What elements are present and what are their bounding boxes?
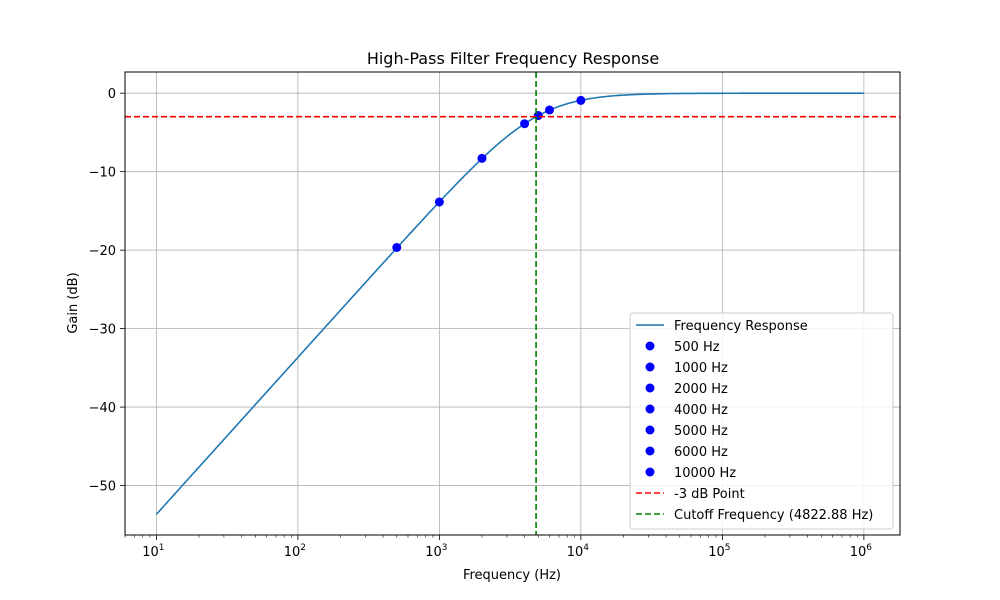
legend-label: 5000 Hz xyxy=(674,424,728,439)
legend-swatch xyxy=(645,425,655,435)
point-4000-hz xyxy=(520,119,530,129)
point-6000-hz xyxy=(544,105,554,115)
legend-label: Cutoff Frequency (4822.88 Hz) xyxy=(674,508,873,523)
legend-label: -3 dB Point xyxy=(674,487,745,502)
legend: Frequency Response 500 Hz 1000 Hz 2000 Hz 40… xyxy=(629,312,894,530)
x-tick-label: 101 xyxy=(142,543,164,560)
x-tick-label: 105 xyxy=(708,543,730,560)
legend-label: 500 Hz xyxy=(674,340,720,355)
legend-label: 10000 Hz xyxy=(674,466,736,481)
plot-layer xyxy=(125,72,900,535)
ticks: 101 102 103 104 105 106 0 −10 −20 −30 −40 −50 xyxy=(89,87,873,560)
y-tick-label: −20 xyxy=(89,244,116,259)
x-tick-label: 104 xyxy=(567,543,590,560)
legend-swatch xyxy=(645,341,655,351)
chart-title: High-Pass Filter Frequency Response xyxy=(367,49,659,68)
frequency-response-line xyxy=(155,92,864,515)
y-tick-label: −40 xyxy=(89,401,116,416)
plot-frame xyxy=(124,71,901,536)
legend-label: 2000 Hz xyxy=(674,382,728,397)
y-axis-title: Gain (dB) xyxy=(66,272,81,333)
legend-swatch xyxy=(645,383,655,393)
x-tick-label: 103 xyxy=(425,543,447,560)
x-axis-title: Frequency (Hz) xyxy=(463,568,561,583)
point-500-hz xyxy=(392,242,402,252)
y-tick-label: −50 xyxy=(89,480,116,495)
point-5000-hz xyxy=(533,111,543,121)
legend-swatch xyxy=(645,362,655,372)
legend-swatch xyxy=(645,467,655,477)
point-2000-hz xyxy=(477,153,487,163)
x-tick-label: 102 xyxy=(284,543,306,560)
legend-label: 4000 Hz xyxy=(674,403,728,418)
y-tick-label: −10 xyxy=(89,166,116,181)
point-10000-hz xyxy=(576,95,586,105)
point-1000-hz xyxy=(434,197,444,207)
legend-label: 1000 Hz xyxy=(674,361,728,376)
x-tick-label: 106 xyxy=(850,543,873,560)
legend-swatch xyxy=(645,404,655,414)
legend-label: 6000 Hz xyxy=(674,445,728,460)
legend-swatch xyxy=(645,446,655,456)
legend-box xyxy=(629,312,894,530)
legend-label: Frequency Response xyxy=(674,319,808,334)
y-tick-label: −30 xyxy=(89,323,116,338)
y-tick-label: 0 xyxy=(108,87,116,102)
